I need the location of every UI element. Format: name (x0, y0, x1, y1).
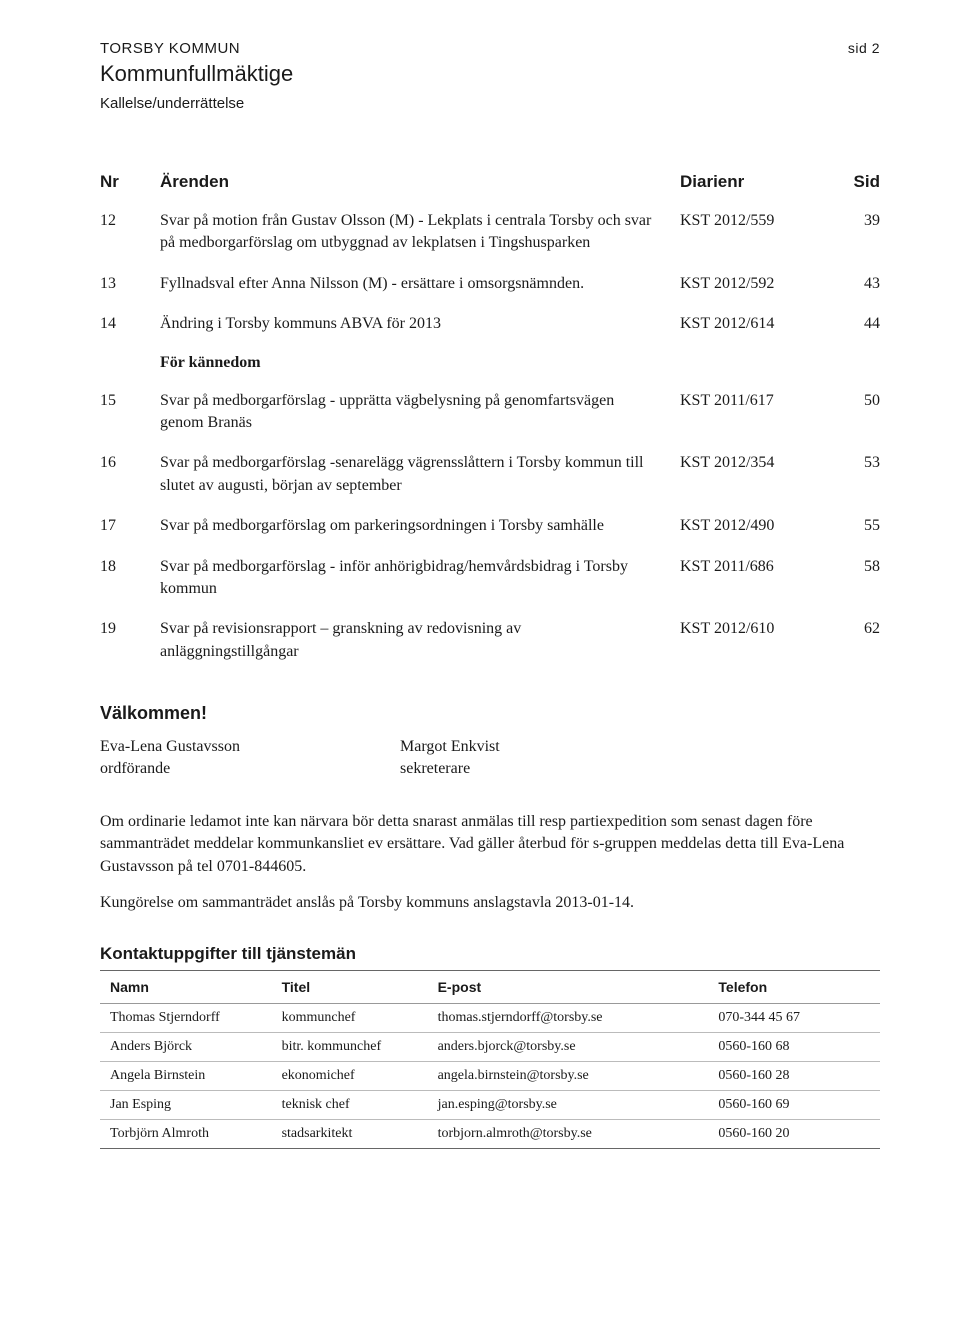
agenda-diarie: KST 2011/686 (680, 556, 830, 601)
contact-telefon: 070-344 45 67 (708, 1004, 880, 1033)
contact-namn: Thomas Stjerndorff (100, 1004, 272, 1033)
contact-row: Jan Espingteknisk chefjan.esping@torsby.… (100, 1091, 880, 1120)
agenda-arende: Svar på medborgarförslag om parkeringsor… (160, 515, 680, 537)
body-name: Kommunfullmäktige (100, 61, 880, 87)
agenda-row: 16Svar på medborgarförslag -senarelägg v… (100, 452, 880, 497)
agenda-sid: 55 (830, 515, 880, 537)
contact-row: Torbjörn Almrothstadsarkitekttorbjorn.al… (100, 1120, 880, 1149)
agenda-diarie: KST 2012/610 (680, 618, 830, 663)
agenda-table: Nr Ärenden Diarienr Sid 12Svar på motion… (100, 172, 880, 663)
page-number: sid 2 (848, 40, 880, 57)
contact-epost: anders.bjorck@torsby.se (428, 1033, 709, 1062)
agenda-header-row: Nr Ärenden Diarienr Sid (100, 172, 880, 192)
contact-namn: Anders Björck (100, 1033, 272, 1062)
agenda-diarie: KST 2012/490 (680, 515, 830, 537)
agenda-row: 19Svar på revisionsrapport – granskning … (100, 618, 880, 663)
agenda-sid: 50 (830, 390, 880, 435)
contact-row: Angela Birnsteinekonomichefangela.birnst… (100, 1062, 880, 1091)
contact-telefon: 0560-160 69 (708, 1091, 880, 1120)
agenda-sid: 44 (830, 313, 880, 335)
contacts-col-epost: E-post (428, 971, 709, 1004)
agenda-row: 17Svar på medborgarförslag om parkerings… (100, 515, 880, 537)
agenda-arende: Fyllnadsval efter Anna Nilsson (M) - ers… (160, 273, 680, 295)
agenda-nr: 12 (100, 210, 160, 255)
doc-type: Kallelse/underrättelse (100, 95, 880, 112)
agenda-sid: 53 (830, 452, 880, 497)
contact-row: Thomas Stjerndorffkommunchefthomas.stjer… (100, 1004, 880, 1033)
agenda-sid: 43 (830, 273, 880, 295)
agenda-diarie: KST 2012/614 (680, 313, 830, 335)
sign-right-name: Margot Enkvist (400, 736, 700, 758)
document-header: TORSBY KOMMUN sid 2 Kommunfullmäktige Ka… (100, 40, 880, 112)
contact-titel: stadsarkitekt (272, 1120, 428, 1149)
agenda-diarie: KST 2011/617 (680, 390, 830, 435)
agenda-arende: Svar på medborgarförslag -senarelägg väg… (160, 452, 680, 497)
agenda-row: 13Fyllnadsval efter Anna Nilsson (M) - e… (100, 273, 880, 295)
contact-titel: ekonomichef (272, 1062, 428, 1091)
agenda-diarie: KST 2012/354 (680, 452, 830, 497)
agenda-row: 15Svar på medborgarförslag - upprätta vä… (100, 390, 880, 435)
col-header-arende: Ärenden (160, 172, 680, 192)
col-header-diarie: Diarienr (680, 172, 830, 192)
agenda-row: 14Ändring i Torsby kommuns ABVA för 2013… (100, 313, 880, 335)
agenda-row: 18Svar på medborgarförslag - inför anhör… (100, 556, 880, 601)
signature-right: Margot Enkvist sekreterare (400, 736, 700, 781)
welcome-heading: Välkommen! (100, 703, 880, 724)
contact-titel: teknisk chef (272, 1091, 428, 1120)
agenda-nr: 16 (100, 452, 160, 497)
contact-namn: Torbjörn Almroth (100, 1120, 272, 1149)
agenda-diarie: KST 2012/592 (680, 273, 830, 295)
contact-epost: torbjorn.almroth@torsby.se (428, 1120, 709, 1149)
agenda-sid: 39 (830, 210, 880, 255)
signature-left: Eva-Lena Gustavsson ordförande (100, 736, 400, 781)
contact-row: Anders Björckbitr. kommunchefanders.bjor… (100, 1033, 880, 1062)
agenda-row: 12Svar på motion från Gustav Olsson (M) … (100, 210, 880, 255)
info-paragraph-2: Kungörelse om sammanträdet anslås på Tor… (100, 892, 880, 914)
agenda-arende: Svar på medborgarförslag - upprätta vägb… (160, 390, 680, 435)
agenda-arende: Svar på medborgarförslag - inför anhörig… (160, 556, 680, 601)
contact-epost: thomas.stjerndorff@torsby.se (428, 1004, 709, 1033)
contact-epost: angela.birnstein@torsby.se (428, 1062, 709, 1091)
sign-left-title: ordförande (100, 758, 400, 780)
org-name: TORSBY KOMMUN (100, 40, 240, 57)
contact-telefon: 0560-160 20 (708, 1120, 880, 1149)
agenda-nr: 15 (100, 390, 160, 435)
sign-right-title: sekreterare (400, 758, 700, 780)
agenda-nr: 18 (100, 556, 160, 601)
contact-namn: Angela Birnstein (100, 1062, 272, 1091)
agenda-nr: 14 (100, 313, 160, 335)
col-header-nr: Nr (100, 172, 160, 192)
contacts-heading: Kontaktuppgifter till tjänstemän (100, 944, 880, 964)
col-header-sid: Sid (830, 172, 880, 192)
agenda-diarie: KST 2012/559 (680, 210, 830, 255)
signatures: Eva-Lena Gustavsson ordförande Margot En… (100, 736, 880, 781)
contacts-table: Namn Titel E-post Telefon Thomas Stjernd… (100, 970, 880, 1149)
sign-left-name: Eva-Lena Gustavsson (100, 736, 400, 758)
contact-titel: kommunchef (272, 1004, 428, 1033)
contacts-col-titel: Titel (272, 971, 428, 1004)
agenda-arende: Svar på motion från Gustav Olsson (M) - … (160, 210, 680, 255)
contact-telefon: 0560-160 68 (708, 1033, 880, 1062)
contacts-col-telefon: Telefon (708, 971, 880, 1004)
agenda-nr: 19 (100, 618, 160, 663)
contact-epost: jan.esping@torsby.se (428, 1091, 709, 1120)
contact-namn: Jan Esping (100, 1091, 272, 1120)
contact-titel: bitr. kommunchef (272, 1033, 428, 1062)
agenda-nr: 17 (100, 515, 160, 537)
agenda-sid: 62 (830, 618, 880, 663)
agenda-nr: 13 (100, 273, 160, 295)
contacts-header-row: Namn Titel E-post Telefon (100, 971, 880, 1004)
agenda-arende: Ändring i Torsby kommuns ABVA för 2013 (160, 313, 680, 335)
agenda-arende: Svar på revisionsrapport – granskning av… (160, 618, 680, 663)
info-paragraph-1: Om ordinarie ledamot inte kan närvara bö… (100, 811, 880, 878)
contacts-col-namn: Namn (100, 971, 272, 1004)
agenda-sid: 58 (830, 556, 880, 601)
section-label: För kännedom (160, 354, 880, 372)
contact-telefon: 0560-160 28 (708, 1062, 880, 1091)
